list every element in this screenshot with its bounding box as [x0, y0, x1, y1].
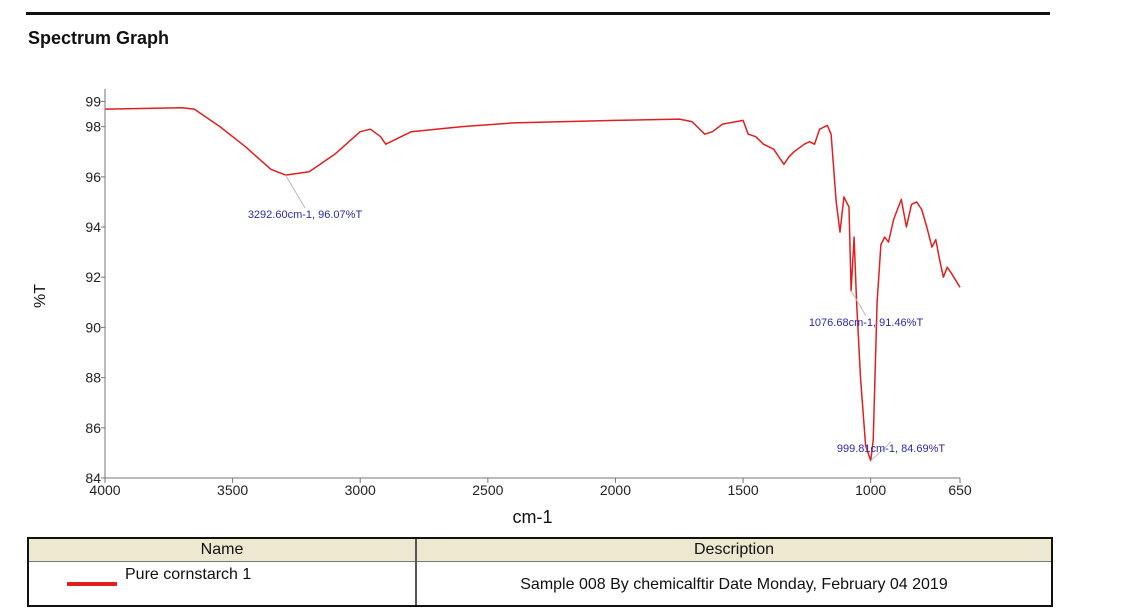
y-tick-label: 98: [85, 119, 101, 135]
annotation-leader: [870, 441, 892, 462]
x-tick-label: 1000: [855, 482, 886, 498]
spectrum-chart: 84 86 88 90 92 94 96 98 99 4000 3500 3000 2500 2000 15…: [32, 89, 972, 527]
peak-annotation: 1076.68cm-1, 91.46%T: [809, 317, 924, 329]
chart-title: Spectrum Graph: [28, 28, 170, 48]
table-row-name: Pure cornstarch 1: [29, 562, 415, 607]
x-tick-label: 2500: [472, 482, 503, 498]
series-name: Pure cornstarch 1: [125, 566, 252, 583]
y-tick-label: 92: [85, 269, 101, 285]
x-tick-label: 2000: [600, 482, 631, 498]
series-line: [104, 107, 961, 462]
header-name: Name: [29, 539, 415, 562]
table-row-description: Sample 008 By chemicalftir Date Monday, …: [520, 576, 948, 593]
x-axis-label: cm-1: [513, 507, 553, 527]
series-swatch: [67, 582, 117, 586]
y-tick-label: 84: [85, 470, 101, 486]
y-tick-label: 90: [85, 319, 101, 335]
y-tick-label: 96: [85, 169, 101, 185]
annotation-leader: [850, 290, 867, 317]
peak-annotation: 999.81cm-1, 84.69%T: [837, 443, 946, 455]
y-tick-label: 88: [85, 370, 101, 386]
column-divider: [415, 539, 417, 605]
x-tick-label: 3500: [217, 482, 248, 498]
legend-table: Name Description Pure cornstarch 1 Sampl…: [27, 537, 1053, 607]
x-tick-label: 3000: [345, 482, 376, 498]
y-tick-label: 94: [85, 219, 101, 235]
header-description: Description: [417, 539, 1051, 562]
x-tick-label: 1500: [727, 482, 758, 498]
y-tick-label: 86: [85, 420, 101, 436]
x-tick-label: 650: [948, 482, 972, 498]
x-tick-label: 4000: [89, 482, 120, 498]
top-divider: [26, 12, 1050, 15]
peak-annotation: 3292.60cm-1, 96.07%T: [248, 209, 363, 221]
y-axis-label: %T: [32, 284, 49, 308]
y-tick-label: 99: [85, 94, 101, 110]
annotation-leader: [285, 174, 306, 209]
